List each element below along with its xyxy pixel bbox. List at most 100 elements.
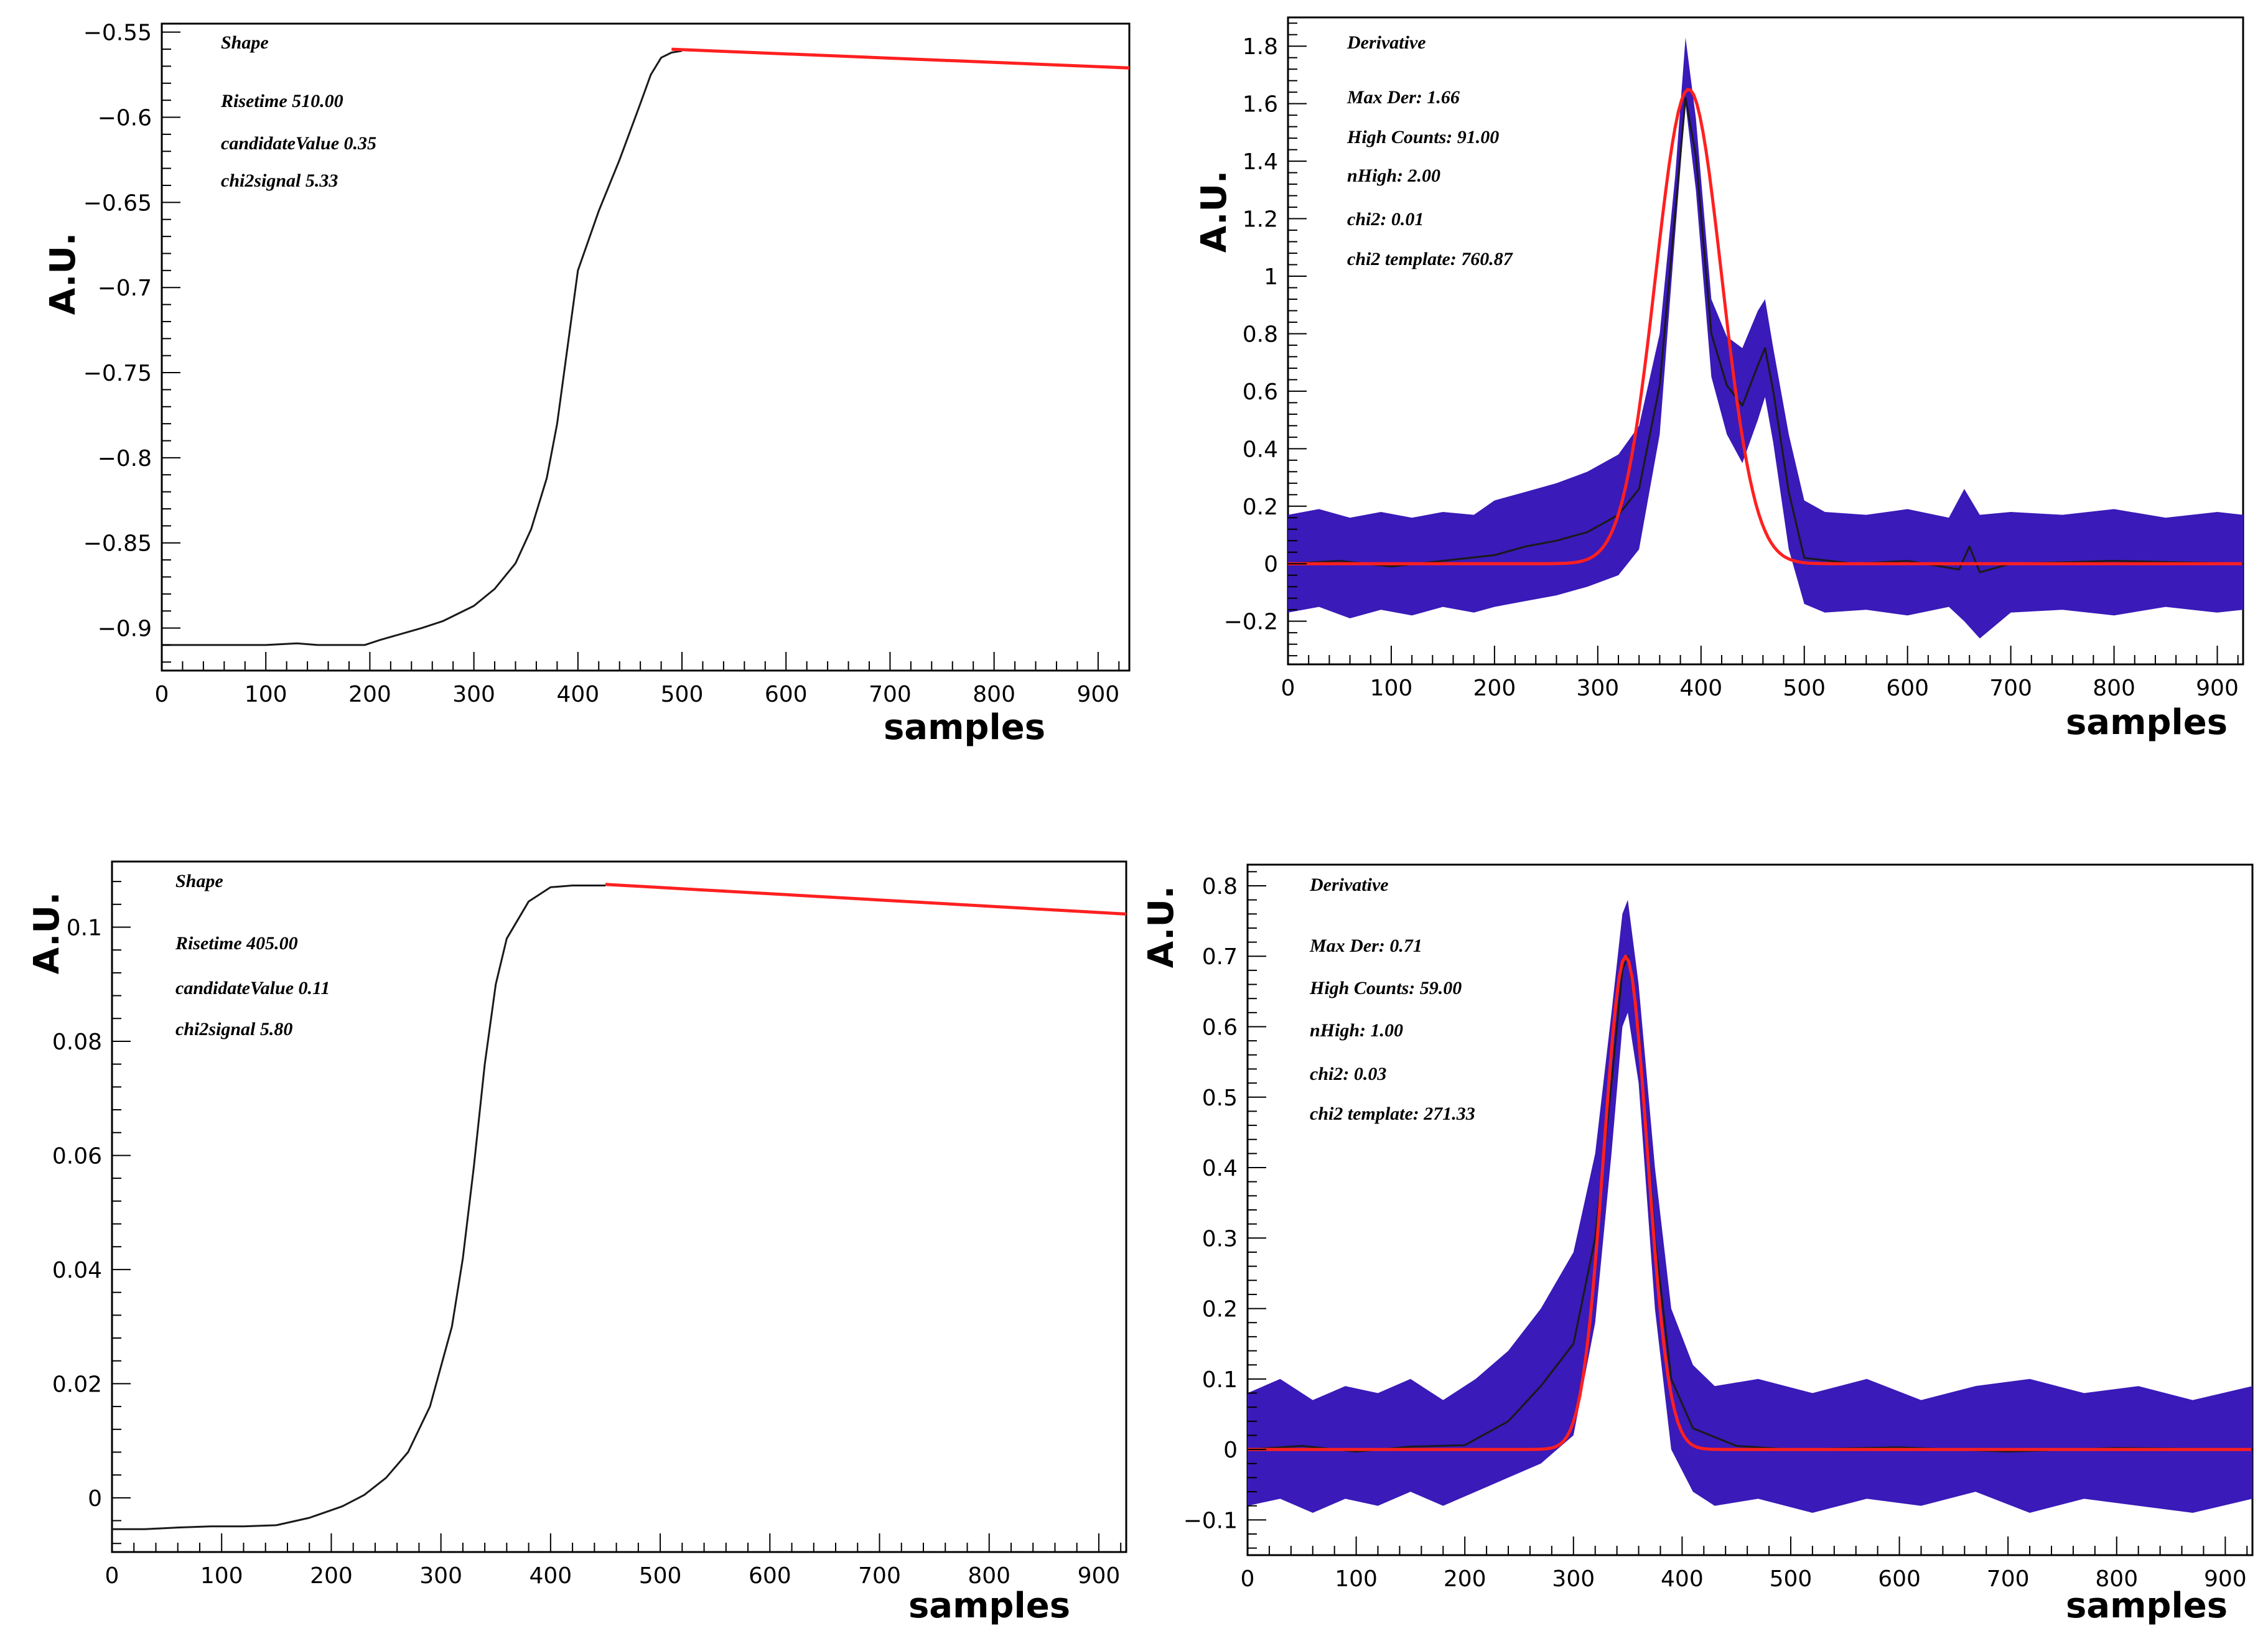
y-axis-title: A.U. bbox=[43, 233, 83, 315]
panel-title: Shape bbox=[221, 32, 269, 53]
x-tick-label: 100 bbox=[245, 682, 287, 707]
annotation-chi2: chi2: 0.01 bbox=[1347, 209, 1424, 230]
chart-panel-derivative-top: 0 100 200 300 400 500 600 700 800 900 −0.2 0 0.2 0.4 0… bbox=[1194, 16, 2244, 743]
x-tick-label: 200 bbox=[1444, 1566, 1486, 1592]
annotation-risetime: Risetime 405.00 bbox=[175, 933, 298, 954]
plot-frame bbox=[1287, 16, 2244, 666]
y-tick-label: −0.2 bbox=[1224, 610, 1278, 635]
chart-panel-shape-bottom: 0 100 200 300 400 500 600 700 800 900 0 0.02 0.04 0.0… bbox=[27, 860, 1127, 1626]
x-tick-label: 400 bbox=[556, 682, 599, 707]
plot-area: 0 100 200 300 400 500 600 700 800 900 −0.2 0 0.2 0.4 0… bbox=[1224, 16, 2244, 701]
series-fit-line bbox=[605, 883, 1127, 916]
y-tick-label: 0.4 bbox=[1202, 1156, 1238, 1181]
plot-frame bbox=[111, 860, 1127, 1553]
y-tick-label: 1.6 bbox=[1243, 92, 1278, 118]
annotation-chi2-template: chi2 template: 760.87 bbox=[1347, 249, 1513, 269]
x-tick-label: 900 bbox=[2204, 1566, 2247, 1592]
annotation-nhigh: nHigh: 1.00 bbox=[1310, 1020, 1403, 1041]
x-tick-label: 800 bbox=[973, 682, 1015, 707]
uncertainty-band bbox=[1288, 37, 2243, 639]
x-tick-label: 700 bbox=[869, 682, 912, 707]
y-tick-label: 0.1 bbox=[1202, 1367, 1238, 1393]
x-tick-label: 200 bbox=[1473, 676, 1516, 701]
y-axis-title: A.U. bbox=[1141, 886, 1182, 968]
x-tick-label: 500 bbox=[639, 1563, 682, 1589]
chart-panel-shape-top: 0 100 200 300 400 500 600 700 800 900 −0.55 −0.6 −0.… bbox=[43, 21, 1131, 748]
x-tick-label: 900 bbox=[1078, 1563, 1121, 1589]
y-tick-label: 1.8 bbox=[1243, 34, 1278, 60]
y-tick-label: −0.6 bbox=[98, 106, 152, 131]
y-tick-label: 0.2 bbox=[1202, 1297, 1238, 1322]
x-tick-label: 0 bbox=[1281, 676, 1295, 701]
plot-area: 0 100 200 300 400 500 600 700 800 900 0 0.02 0.04 0.0… bbox=[52, 860, 1127, 1589]
plot-frame bbox=[161, 22, 1131, 672]
y-tick-label: 0 bbox=[1223, 1438, 1238, 1463]
y-tick-label: 1.4 bbox=[1243, 149, 1278, 175]
y-tick-label: 0.06 bbox=[52, 1143, 102, 1169]
annotation-candidate-value: candidateValue 0.35 bbox=[221, 133, 376, 154]
y-tick-label: 0.02 bbox=[52, 1372, 102, 1397]
y-tick-label: −0.75 bbox=[83, 361, 152, 386]
panel-title: Derivative bbox=[1309, 875, 1389, 895]
panel-title: Derivative bbox=[1346, 32, 1426, 53]
annotation-chi2: chi2: 0.03 bbox=[1310, 1064, 1386, 1084]
x-tick-label: 300 bbox=[1552, 1566, 1595, 1592]
y-tick-label: −0.55 bbox=[83, 21, 152, 46]
x-tick-label: 200 bbox=[310, 1563, 353, 1589]
y-tick-label: 0.6 bbox=[1202, 1015, 1238, 1041]
y-tick-label: 0 bbox=[1264, 552, 1278, 577]
annotation-chi2signal: chi2signal 5.80 bbox=[175, 1019, 292, 1039]
annotation-risetime: Risetime 510.00 bbox=[220, 91, 343, 111]
y-tick-label: −0.85 bbox=[83, 531, 152, 557]
y-axis-title: A.U. bbox=[27, 892, 67, 974]
x-tick-label: 300 bbox=[452, 682, 495, 707]
annotation-chi2-template: chi2 template: 271.33 bbox=[1310, 1104, 1475, 1124]
x-tick-label: 700 bbox=[1987, 1566, 2030, 1592]
annotation-high-counts: High Counts: 59.00 bbox=[1309, 978, 1462, 998]
annotation-chi2signal: chi2signal 5.33 bbox=[221, 170, 338, 191]
x-tick-label: 300 bbox=[419, 1563, 462, 1589]
x-tick-label: 500 bbox=[1770, 1566, 1813, 1592]
annotation-max-der: Max Der: 0.71 bbox=[1309, 936, 1422, 956]
panel-title: Shape bbox=[175, 871, 223, 891]
x-tick-label: 500 bbox=[661, 682, 704, 707]
x-tick-label: 400 bbox=[1661, 1566, 1704, 1592]
x-tick-label: 0 bbox=[105, 1563, 119, 1589]
plot-area: 0 100 200 300 400 500 600 700 800 900 −0.1 0 0.1 0.2 0… bbox=[1183, 863, 2254, 1592]
x-tick-label: 0 bbox=[155, 682, 169, 707]
y-tick-label: 0 bbox=[88, 1486, 102, 1512]
y-tick-label: 0.2 bbox=[1243, 495, 1278, 520]
x-tick-label: 600 bbox=[1878, 1566, 1921, 1592]
x-tick-label: 900 bbox=[1076, 682, 1119, 707]
series-fit-line bbox=[671, 47, 1130, 70]
y-tick-label: −0.8 bbox=[98, 446, 152, 472]
y-tick-label: 0.6 bbox=[1243, 379, 1278, 405]
x-tick-label: 100 bbox=[1370, 676, 1413, 701]
x-tick-label: 700 bbox=[1989, 676, 2032, 701]
y-tick-label: 1.2 bbox=[1243, 207, 1278, 233]
x-tick-label: 300 bbox=[1576, 676, 1619, 701]
x-tick-label: 100 bbox=[1335, 1566, 1378, 1592]
x-tick-label: 600 bbox=[749, 1563, 791, 1589]
y-tick-label: 0.5 bbox=[1202, 1085, 1238, 1111]
annotation-candidate-value: candidateValue 0.11 bbox=[175, 978, 330, 998]
series-fit-line bbox=[1248, 954, 2252, 1451]
x-tick-label: 900 bbox=[2196, 676, 2239, 701]
series-fit-line bbox=[1288, 88, 2242, 565]
y-tick-label: 0.1 bbox=[67, 915, 102, 941]
y-tick-label: 0.3 bbox=[1202, 1226, 1238, 1252]
x-tick-label: 800 bbox=[968, 1563, 1010, 1589]
chart-panel-derivative-bottom: 0 100 200 300 400 500 600 700 800 900 −0.1 0 0.1 0.2 0… bbox=[1141, 863, 2254, 1626]
annotation-max-der: Max Der: 1.66 bbox=[1346, 87, 1460, 108]
plot-area: 0 100 200 300 400 500 600 700 800 900 −0.55 −0.6 −0.… bbox=[83, 21, 1131, 707]
x-axis-title: samples bbox=[2066, 1586, 2228, 1626]
x-tick-label: 400 bbox=[530, 1563, 572, 1589]
x-axis-title: samples bbox=[2066, 702, 2228, 743]
series-data-line bbox=[1287, 96, 2244, 574]
annotation-nhigh: nHigh: 2.00 bbox=[1347, 165, 1440, 186]
x-tick-label: 0 bbox=[1241, 1566, 1255, 1592]
x-tick-label: 100 bbox=[200, 1563, 243, 1589]
annotation-high-counts: High Counts: 91.00 bbox=[1346, 127, 1499, 147]
uncertainty-band bbox=[1248, 899, 2252, 1513]
